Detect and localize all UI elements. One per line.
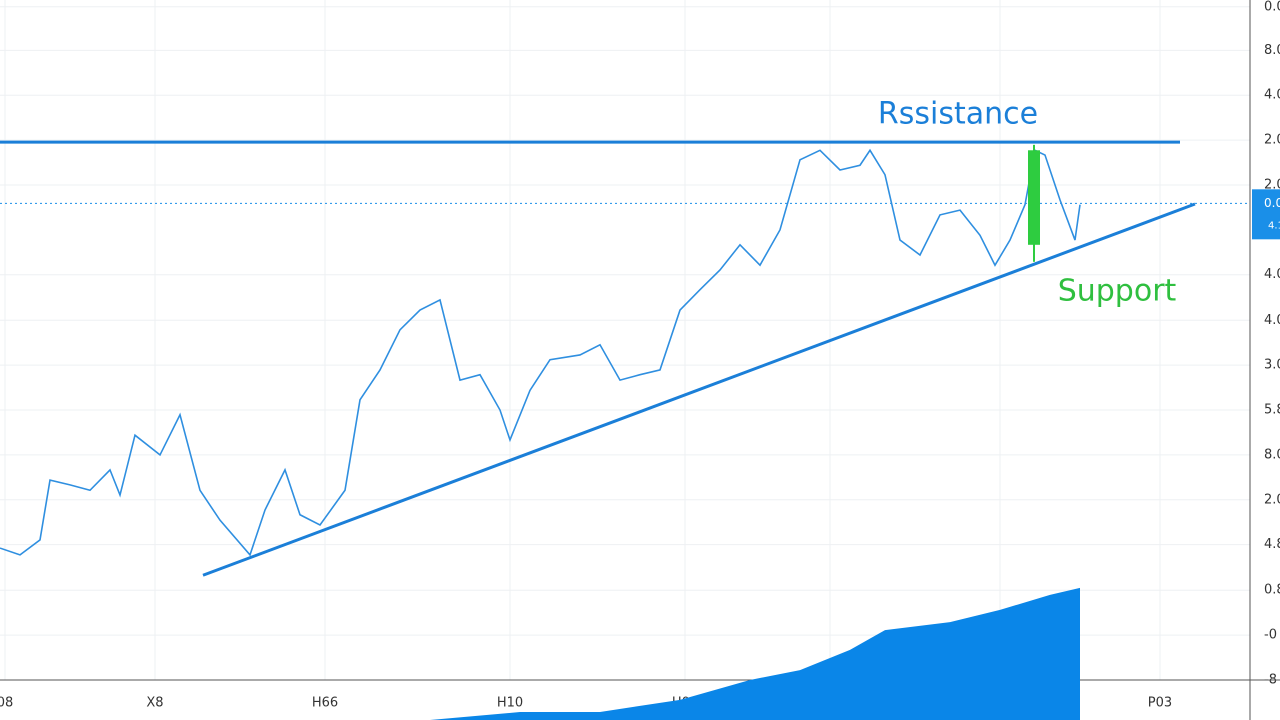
- volume-area: [430, 587, 1080, 720]
- y-tick-label: -0: [1264, 628, 1277, 643]
- candle-body: [1028, 150, 1040, 245]
- y-tick-label: 4.0: [1264, 88, 1280, 103]
- y-tick-label: 0.0: [1264, 0, 1280, 14]
- x-tick-label: H10: [497, 696, 523, 711]
- y-tick-label: 8.0: [1264, 43, 1280, 58]
- support-line: [202, 202, 1196, 577]
- y-tick-label: 5.8: [1264, 403, 1280, 418]
- price-tag: [1252, 189, 1280, 240]
- price-tag-label: 0.0: [1264, 196, 1280, 210]
- y-tick-label: 8.0: [1264, 447, 1280, 462]
- price-tag-sublabel: 4.1: [1268, 220, 1280, 231]
- y-tick-label: 2.0: [1264, 177, 1280, 192]
- y-tick-label: 2.0: [1264, 133, 1280, 148]
- y-tick-label: 4.0: [1264, 267, 1280, 282]
- price-line: [0, 148, 1081, 557]
- y-tick-label: 3.0: [1264, 358, 1280, 373]
- x-tick-label: 08: [0, 696, 13, 711]
- x-tick-label: X8: [146, 696, 163, 711]
- y-tick-label: 0.8: [1264, 583, 1280, 598]
- y-tick-label: 4.0: [1264, 313, 1280, 328]
- x-tick-label: H66: [312, 696, 338, 711]
- y-tick-label: 4.8: [1264, 537, 1280, 552]
- resistance-label: Rssistance: [878, 97, 1038, 132]
- y-tick-label: 2.0: [1264, 492, 1280, 507]
- support-label: Support: [1058, 274, 1177, 309]
- x-tick-label: P03: [1148, 696, 1172, 711]
